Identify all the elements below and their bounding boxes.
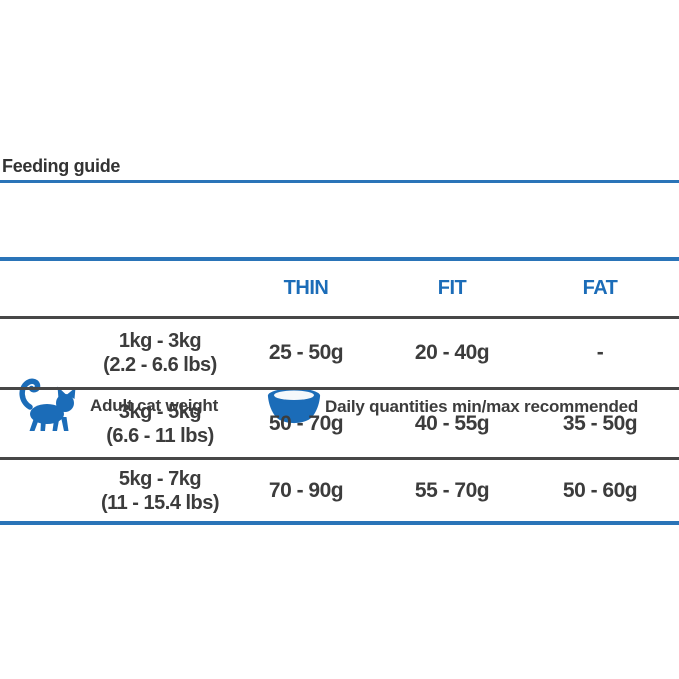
header-divider (0, 257, 679, 261)
weight-kg: 1kg - 3kg (118, 330, 202, 352)
weight-kg: 5kg - 7kg (118, 467, 202, 490)
cell-thin: 70 - 90g (268, 478, 344, 502)
column-header-row: THIN FIT FAT (0, 261, 679, 316)
table-header-row: Adult cat weight Daily quantities min/ma… (0, 184, 679, 431)
bowl-icon (266, 387, 322, 427)
weight-kg: 3kg - 5kg (118, 400, 202, 423)
cell-thin: 50 - 70g (268, 411, 344, 435)
table-row: 1kg - 3kg (2.2 - 6.6 lbs) 25 - 50g 20 - … (0, 319, 679, 387)
weight-lbs: (6.6 - 11 lbs) (106, 424, 214, 447)
page-title: Feeding guide (2, 156, 121, 176)
weight-cell: 5kg - 7kg (11 - 15.4 lbs) (0, 467, 229, 515)
cell-fit: 40 - 55g (414, 411, 490, 435)
row-divider (0, 316, 679, 319)
cell-fit: 55 - 70g (414, 478, 490, 502)
weight-cell: 1kg - 3kg (2.2 - 6.6 lbs) (0, 329, 229, 377)
table-row: 3kg - 5kg (6.6 - 11 lbs) 50 - 70g 40 - 5… (0, 390, 679, 457)
column-header-fit: FIT (437, 277, 467, 299)
table-bottom-border (0, 521, 679, 525)
cell-thin: 25 - 50g (268, 341, 344, 364)
row-divider (0, 457, 679, 460)
title-underline (0, 180, 679, 183)
adult-cat-weight-label: Adult cat weight (90, 396, 219, 415)
row-divider (0, 387, 679, 390)
weight-lbs: (2.2 - 6.6 lbs) (103, 354, 217, 376)
daily-quantities-label: Daily quantities min/max recommended (325, 397, 639, 416)
weight-cell: 3kg - 5kg (6.6 - 11 lbs) (0, 400, 229, 448)
column-header-thin: THIN (283, 277, 329, 299)
table-row: 5kg - 7kg (11 - 15.4 lbs) 70 - 90g 55 - … (0, 460, 679, 521)
cell-fat: 50 - 60g (562, 478, 638, 502)
cell-fat: 35 - 50g (562, 411, 638, 435)
cell-fat: - (596, 341, 604, 364)
cell-fit: 20 - 40g (414, 341, 490, 364)
weight-lbs: (11 - 15.4 lbs) (100, 491, 220, 514)
column-header-fat: FAT (582, 277, 618, 299)
